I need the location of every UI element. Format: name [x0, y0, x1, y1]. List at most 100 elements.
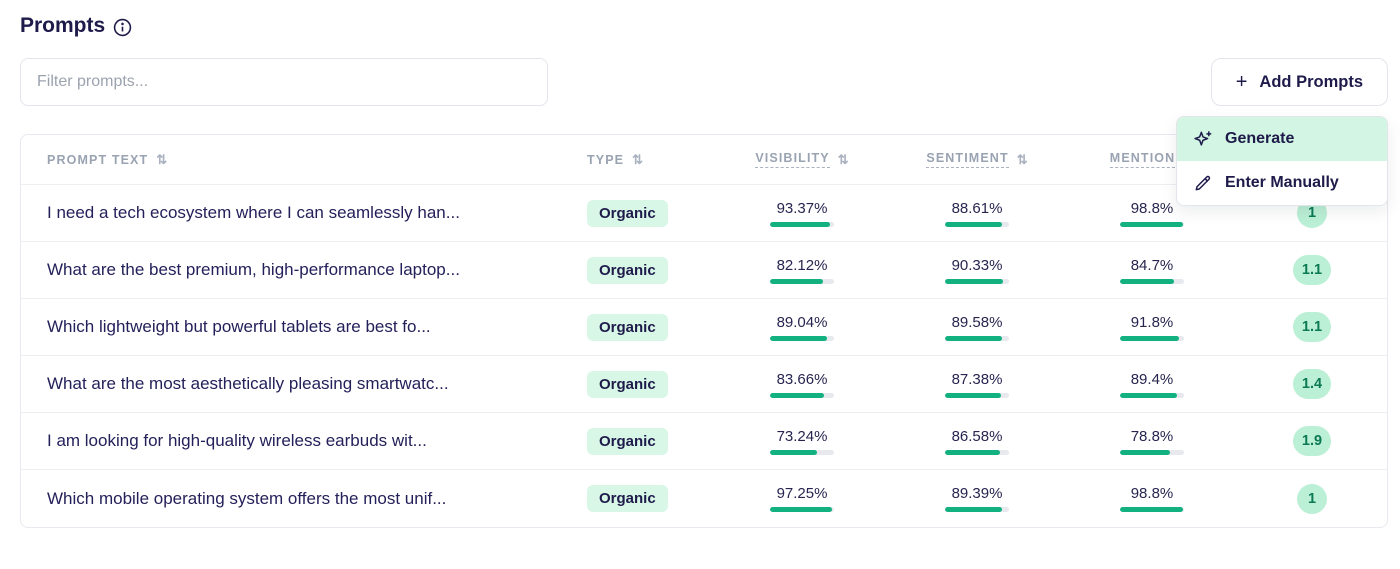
mention-cell: 98.8% — [1067, 485, 1237, 512]
position-badge: 1.1 — [1292, 255, 1332, 285]
column-header-label: Type — [587, 152, 625, 167]
visibility-progress-bar — [770, 278, 834, 284]
visibility-value: 97.25% — [776, 485, 828, 502]
type-badge: Organic — [587, 427, 668, 455]
mention-cell: 89.4% — [1067, 371, 1237, 398]
sentiment-value: 89.39% — [951, 485, 1003, 502]
sentiment-cell: 90.33% — [887, 257, 1067, 284]
sentiment-cell: 87.38% — [887, 371, 1067, 398]
sentiment-value: 87.38% — [951, 370, 1003, 388]
column-header-label: Visibility — [755, 151, 830, 168]
sentiment-value: 89.58% — [951, 313, 1003, 331]
mention-cell: 98.8% — [1067, 200, 1237, 227]
sentiment-progress-bar — [945, 507, 1009, 512]
mention-progress-bar — [1120, 449, 1184, 455]
table-row[interactable]: Which mobile operating system offers the… — [21, 470, 1387, 527]
prompts-table: Prompt Text ⇅ Type ⇅ Visibility ⇅ Sentiment ⇅ Me… — [20, 134, 1388, 528]
sort-icon[interactable]: ⇅ — [632, 151, 644, 167]
info-icon[interactable] — [113, 18, 132, 37]
visibility-progress-bar — [770, 335, 834, 341]
add-prompts-button[interactable]: + Add Prompts — [1210, 58, 1388, 106]
type-badge: Organic — [587, 313, 668, 341]
add-prompts-label: Add Prompts — [1259, 72, 1363, 91]
column-header-label: Prompt Text — [47, 152, 149, 167]
visibility-progress-bar — [770, 221, 834, 227]
page-header: Prompts — [20, 14, 1388, 38]
column-header: Visibility ⇅ — [717, 151, 887, 168]
visibility-cell: 97.25% — [717, 485, 887, 512]
prompt-text: What are the best premium, high-performa… — [47, 260, 460, 279]
mention-value: 89.4% — [1130, 370, 1174, 388]
table-row[interactable]: I am looking for high-quality wireless e… — [21, 413, 1387, 470]
column-header-label: Mention — [1109, 151, 1176, 168]
sentiment-cell: 88.61% — [887, 200, 1067, 227]
mention-progress-bar — [1120, 507, 1184, 512]
visibility-progress-bar — [770, 392, 834, 398]
menu-item-enter-manually[interactable]: Enter Manually — [1177, 161, 1387, 205]
visibility-cell: 73.24% — [717, 428, 887, 455]
visibility-cell: 93.37% — [717, 200, 887, 227]
sentiment-cell: 89.58% — [887, 314, 1067, 341]
add-prompts-menu: Generate Enter Manually — [1176, 116, 1388, 206]
mention-cell: 91.8% — [1067, 314, 1237, 341]
mention-progress-bar — [1120, 392, 1184, 398]
mention-progress-bar — [1120, 278, 1184, 284]
type-badge: Organic — [587, 370, 668, 398]
prompt-text: Which lightweight but powerful tablets a… — [47, 317, 431, 336]
visibility-cell: 89.04% — [717, 314, 887, 341]
position-badge: 1.1 — [1292, 312, 1332, 342]
visibility-value: 89.04% — [776, 313, 828, 331]
mention-progress-bar — [1120, 221, 1184, 227]
visibility-progress-bar — [770, 507, 834, 512]
sort-icon[interactable]: ⇅ — [1016, 151, 1028, 167]
menu-item-label: Enter Manually — [1225, 174, 1339, 191]
mention-cell: 84.7% — [1067, 257, 1237, 284]
prompt-text: Which mobile operating system offers the… — [47, 488, 447, 508]
mention-value: 91.8% — [1130, 313, 1174, 331]
page-title: Prompts — [20, 14, 106, 37]
sentiment-cell: 89.39% — [887, 485, 1067, 512]
menu-item-label: Generate — [1225, 130, 1295, 147]
table-row[interactable]: What are the most aesthetically pleasing… — [21, 356, 1387, 413]
visibility-progress-bar — [770, 449, 834, 455]
table-row[interactable]: I need a tech ecosystem where I can seam… — [21, 185, 1387, 242]
sentiment-cell: 86.58% — [887, 428, 1067, 455]
sentiment-value: 90.33% — [951, 256, 1003, 274]
position-badge: 1.4 — [1292, 369, 1332, 399]
visibility-cell: 82.12% — [717, 257, 887, 284]
column-header: Prompt Text ⇅ — [21, 152, 587, 168]
column-header: Type ⇅ — [587, 152, 717, 168]
filter-prompts-input[interactable] — [20, 58, 548, 106]
sort-icon[interactable]: ⇅ — [837, 151, 849, 167]
mention-value: 98.8% — [1130, 485, 1174, 502]
visibility-value: 93.37% — [776, 199, 828, 217]
table-row[interactable]: What are the best premium, high-performa… — [21, 242, 1387, 299]
prompt-text: I am looking for high-quality wireless e… — [47, 431, 427, 450]
sort-icon[interactable]: ⇅ — [156, 151, 168, 167]
sentiment-progress-bar — [945, 449, 1009, 455]
mention-value: 84.7% — [1130, 256, 1174, 274]
sentiment-progress-bar — [945, 335, 1009, 341]
type-badge: Organic — [587, 256, 668, 284]
toolbar: + Add Prompts Generate Enter Manually — [20, 58, 1388, 206]
mention-value: 98.8% — [1130, 199, 1174, 217]
sentiment-progress-bar — [945, 221, 1009, 227]
plus-icon: + — [1235, 71, 1248, 93]
position-badge: 1 — [1297, 483, 1327, 514]
position-badge: 1.9 — [1292, 426, 1332, 456]
sparkles-icon — [1193, 129, 1213, 149]
column-header-label: Sentiment — [926, 151, 1009, 168]
visibility-value: 73.24% — [776, 427, 828, 445]
column-header: Sentiment ⇅ — [887, 151, 1067, 168]
type-badge: Organic — [587, 485, 668, 512]
type-badge: Organic — [587, 199, 668, 227]
visibility-value: 82.12% — [776, 256, 828, 274]
prompt-text: I need a tech ecosystem where I can seam… — [47, 203, 460, 222]
pencil-icon — [1193, 173, 1213, 193]
sentiment-progress-bar — [945, 392, 1009, 398]
mention-progress-bar — [1120, 335, 1184, 341]
sentiment-progress-bar — [945, 278, 1009, 284]
table-row[interactable]: Which lightweight but powerful tablets a… — [21, 299, 1387, 356]
sentiment-value: 88.61% — [951, 199, 1003, 217]
menu-item-generate[interactable]: Generate — [1177, 117, 1387, 161]
